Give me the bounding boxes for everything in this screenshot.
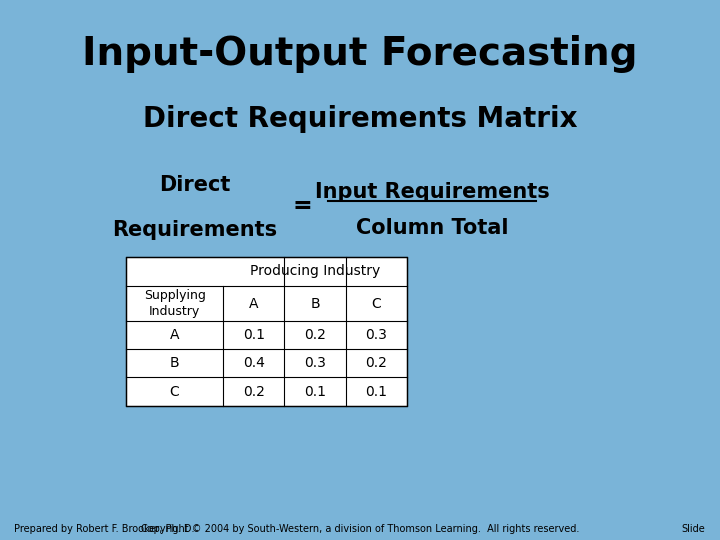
Text: =: = — [292, 194, 312, 218]
Text: B: B — [170, 356, 179, 370]
Text: C: C — [170, 384, 179, 399]
Text: Supplying
Industry: Supplying Industry — [144, 289, 205, 318]
Text: 0.1: 0.1 — [243, 328, 265, 342]
FancyBboxPatch shape — [126, 256, 407, 406]
Text: Input Requirements: Input Requirements — [315, 181, 549, 202]
Text: Prepared by Robert F. Brooker, Ph. D.: Prepared by Robert F. Brooker, Ph. D. — [14, 523, 195, 534]
Text: Requirements: Requirements — [112, 220, 277, 240]
Text: 0.2: 0.2 — [365, 356, 387, 370]
Text: 0.1: 0.1 — [365, 384, 387, 399]
Text: 0.4: 0.4 — [243, 356, 265, 370]
Text: A: A — [170, 328, 179, 342]
Text: Copyright © 2004 by South-Western, a division of Thomson Learning.  All rights r: Copyright © 2004 by South-Western, a div… — [141, 523, 579, 534]
Text: Slide: Slide — [682, 523, 706, 534]
Text: C: C — [372, 297, 381, 310]
Text: 0.1: 0.1 — [304, 384, 326, 399]
Text: 0.3: 0.3 — [304, 356, 326, 370]
Text: Column Total: Column Total — [356, 218, 508, 238]
Text: Input-Output Forecasting: Input-Output Forecasting — [82, 35, 638, 73]
Text: Producing Industry: Producing Industry — [250, 265, 380, 278]
Text: B: B — [310, 297, 320, 310]
Text: 0.2: 0.2 — [304, 328, 326, 342]
Text: Direct: Direct — [158, 176, 230, 195]
Text: 0.3: 0.3 — [365, 328, 387, 342]
Text: 0.2: 0.2 — [243, 384, 265, 399]
Text: A: A — [249, 297, 258, 310]
Text: Direct Requirements Matrix: Direct Requirements Matrix — [143, 105, 577, 133]
